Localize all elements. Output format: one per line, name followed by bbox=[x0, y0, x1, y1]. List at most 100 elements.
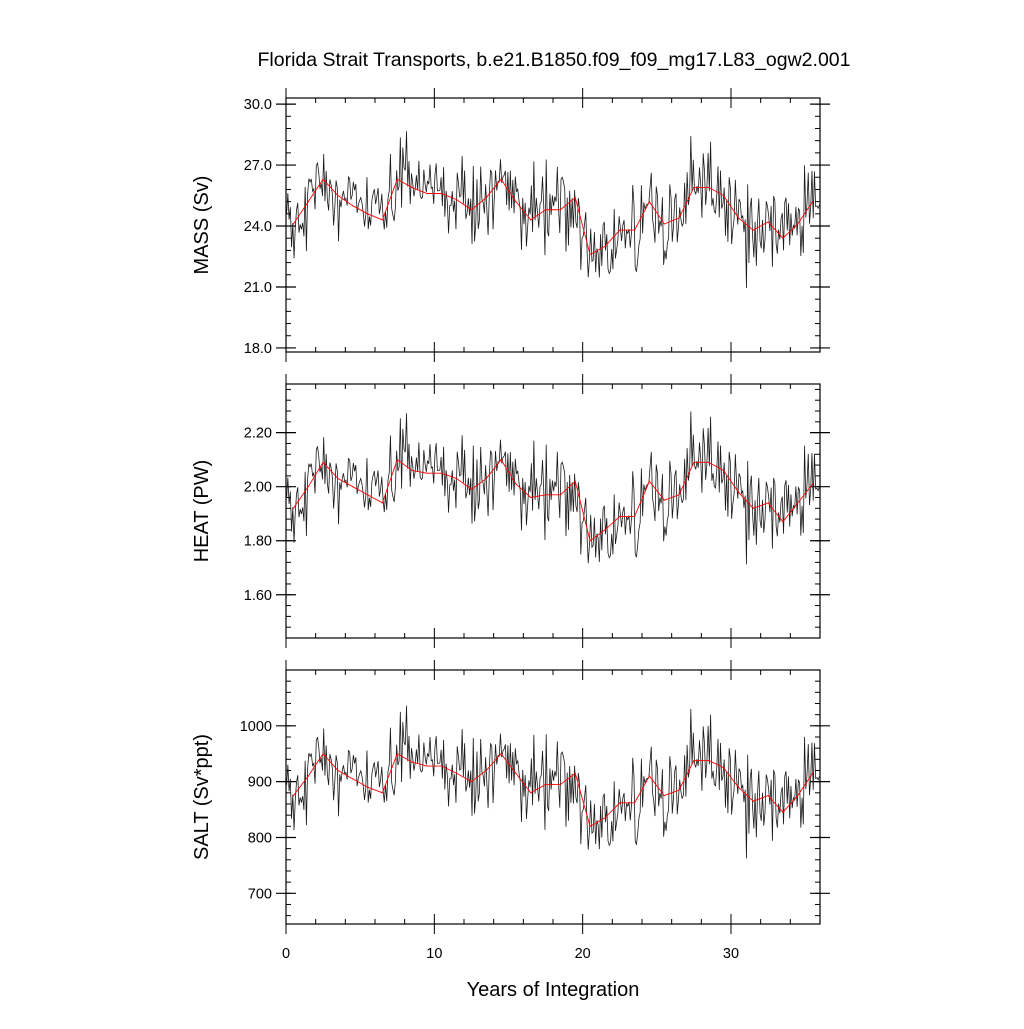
annual-mean-point bbox=[470, 209, 473, 211]
monthly-series-mass bbox=[286, 131, 820, 289]
annual-mean-point bbox=[574, 480, 576, 482]
annual-mean-point bbox=[663, 223, 665, 225]
annual-mean-point bbox=[722, 469, 725, 472]
annual-mean-point bbox=[589, 825, 591, 827]
annual-mean-point bbox=[782, 521, 784, 523]
annual-mean-point bbox=[441, 765, 443, 767]
annual-mean-point bbox=[737, 491, 740, 493]
annual-mean-point bbox=[544, 209, 547, 211]
y-tick-label: 2.20 bbox=[244, 426, 272, 442]
annual-mean-point bbox=[604, 245, 606, 247]
annual-mean-point bbox=[559, 209, 562, 211]
y-tick-label: 900 bbox=[248, 775, 272, 791]
x-tick-label: 20 bbox=[575, 946, 591, 962]
annual-mean-point bbox=[352, 486, 354, 488]
annual-mean-point bbox=[693, 759, 695, 762]
x-tick-label: 30 bbox=[723, 946, 739, 962]
annual-mean-point bbox=[337, 769, 339, 772]
chart-title: Florida Strait Transports, b.e21.B1850.f… bbox=[258, 49, 851, 71]
annual-mean-point bbox=[574, 772, 576, 774]
annual-mean-point bbox=[381, 792, 384, 794]
annual-mean-point bbox=[366, 213, 369, 215]
y-tick-label: 1.60 bbox=[244, 588, 272, 604]
annual-mean-point bbox=[455, 772, 458, 774]
annual-mean-point bbox=[589, 540, 591, 542]
y-tick-label: 21.0 bbox=[244, 280, 272, 296]
annual-mean-point bbox=[797, 795, 799, 797]
annual-mean-point bbox=[767, 502, 769, 504]
annual-mean-point bbox=[604, 817, 606, 819]
annual-mean-point bbox=[633, 802, 636, 804]
annual-mean-point bbox=[426, 192, 428, 195]
annual-mean-point bbox=[737, 786, 740, 788]
panel-heat: 2.20 2.00 1.80 1.60 HEAT (PW) bbox=[191, 374, 830, 648]
annual-mean-point bbox=[500, 459, 502, 461]
y-axis-label-heat: HEAT (PW) bbox=[191, 460, 213, 563]
annual-mean-point bbox=[337, 194, 339, 197]
annual-mean-point bbox=[708, 186, 710, 189]
annual-mean-point bbox=[604, 529, 606, 531]
x-tick-label: 10 bbox=[426, 946, 442, 962]
annual-mean-point bbox=[292, 507, 295, 509]
annual-mean-series-heat bbox=[293, 458, 813, 542]
annual-mean-point bbox=[396, 178, 398, 180]
annual-mean-point bbox=[366, 494, 369, 496]
annual-mean-point bbox=[411, 469, 413, 472]
annual-mean-point bbox=[782, 237, 784, 239]
x-tick-label: 0 bbox=[282, 946, 290, 962]
annual-mean-point bbox=[485, 196, 487, 199]
panel-mass: 30.0 27.0 24.0 21.0 18.0 MASS (Sv) bbox=[191, 88, 830, 362]
annual-mean-point bbox=[648, 480, 651, 482]
annual-mean-point bbox=[663, 499, 665, 501]
annual-mean-point bbox=[752, 229, 754, 231]
annual-mean-point bbox=[441, 472, 443, 474]
annual-mean-point bbox=[426, 765, 428, 767]
annual-mean-point bbox=[500, 178, 502, 180]
annual-mean-point bbox=[663, 795, 665, 797]
annual-mean-point bbox=[767, 221, 769, 223]
annual-mean-point bbox=[693, 186, 695, 189]
y-tick-label: 2.00 bbox=[244, 480, 272, 496]
y-tick-label: 700 bbox=[248, 886, 272, 902]
annual-mean-series-salt bbox=[293, 753, 813, 827]
y-tick-label: 1.80 bbox=[244, 534, 272, 550]
annual-mean-point bbox=[782, 811, 784, 813]
annual-mean-point bbox=[708, 759, 710, 762]
annual-mean-point bbox=[381, 502, 384, 504]
annual-mean-point bbox=[352, 778, 354, 780]
annual-mean-point bbox=[485, 477, 487, 480]
annual-mean-point bbox=[530, 792, 532, 794]
annual-mean-point bbox=[292, 223, 295, 225]
annual-mean-point bbox=[678, 789, 680, 791]
monthly-series-salt bbox=[286, 705, 820, 859]
annual-mean-point bbox=[722, 767, 725, 769]
annual-mean-point bbox=[797, 502, 799, 504]
annual-mean-point bbox=[396, 753, 398, 755]
annual-mean-point bbox=[396, 459, 398, 461]
annual-mean-point bbox=[811, 201, 814, 203]
annual-mean-point bbox=[470, 488, 473, 490]
annual-mean-point bbox=[322, 178, 324, 180]
annual-mean-point bbox=[322, 753, 324, 755]
y-tick-label: 30.0 bbox=[244, 97, 272, 113]
annual-mean-point bbox=[500, 753, 502, 755]
annual-mean-point bbox=[678, 217, 680, 219]
annual-mean-series-mass bbox=[293, 178, 813, 256]
annual-mean-point bbox=[292, 795, 295, 797]
annual-mean-point bbox=[752, 800, 754, 802]
annual-mean-point bbox=[589, 253, 591, 256]
annual-mean-point bbox=[811, 483, 814, 485]
annual-mean-point bbox=[767, 795, 769, 797]
annual-mean-point bbox=[337, 477, 339, 480]
panels: 30.0 27.0 24.0 21.0 18.0 MASS (Sv) 2.20 2.00 1.8… bbox=[191, 88, 830, 962]
annual-mean-point bbox=[633, 515, 636, 518]
annual-mean-point bbox=[470, 781, 473, 783]
panel-salt: 1000 900 800 700 SALT (Sv*ppt) bbox=[191, 660, 830, 934]
monthly-series-heat bbox=[286, 411, 820, 565]
y-axis-label-salt: SALT (Sv*ppt) bbox=[191, 734, 213, 860]
annual-mean-point bbox=[307, 486, 309, 488]
annual-mean-point bbox=[441, 192, 443, 195]
